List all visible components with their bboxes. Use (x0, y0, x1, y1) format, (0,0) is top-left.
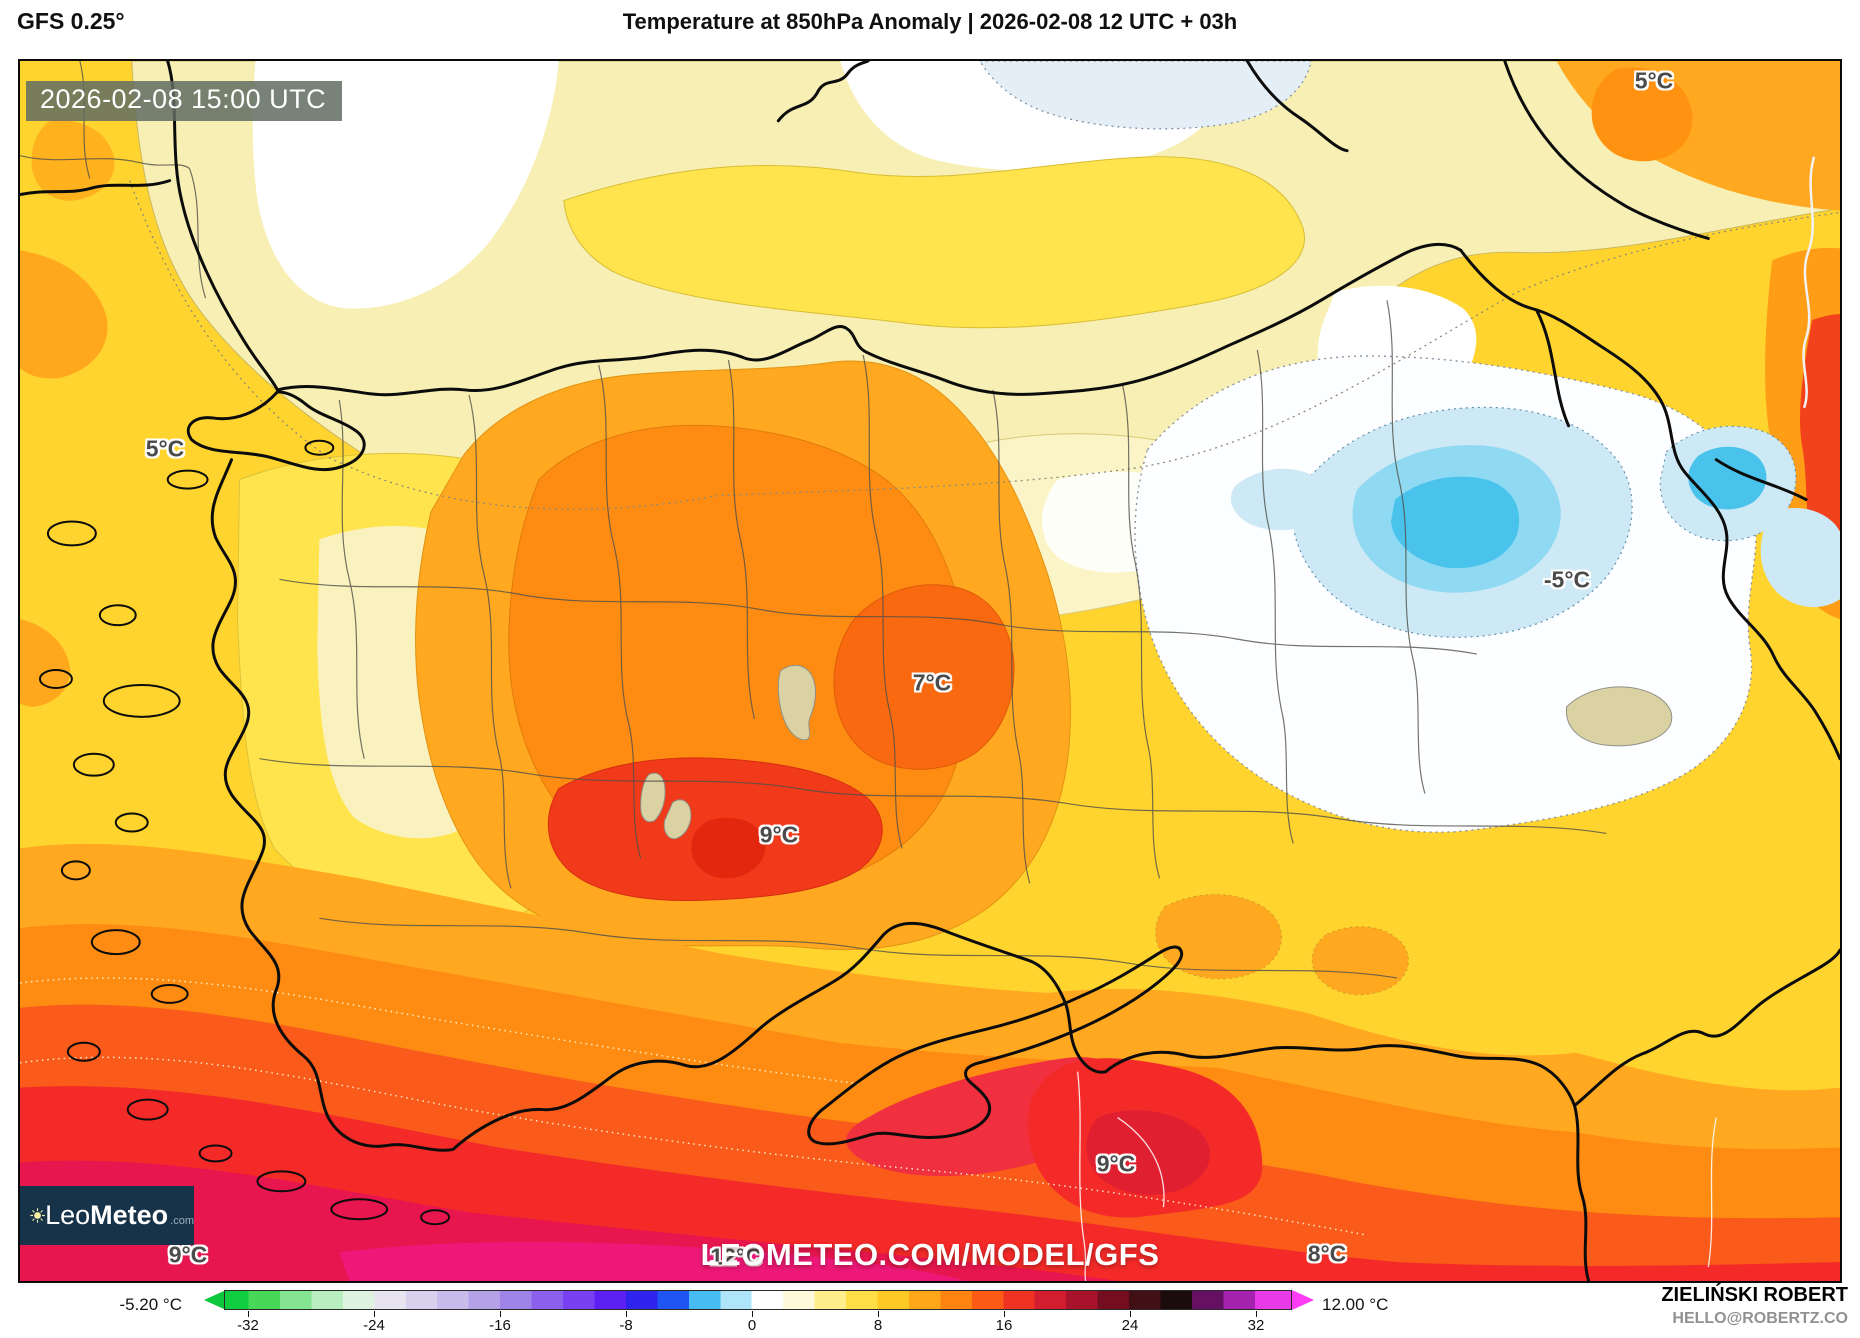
colorbar-tick-mark (1004, 1311, 1005, 1317)
colorbar-tick-mark (248, 1311, 249, 1317)
colorbar-tick-label: -24 (363, 1317, 385, 1334)
credit-name: ZIELIŃSKI ROBERT (1661, 1284, 1848, 1306)
credit-email: HELLO@ROBERTZ.CO (1672, 1310, 1848, 1327)
colorbar-right-arrow (1292, 1290, 1314, 1310)
colorbar-tick-label: 32 (1247, 1317, 1265, 1334)
colorbar-tick-label: -32 (237, 1317, 259, 1334)
colorbar-min-label: -5.20 °C (119, 1295, 182, 1314)
colorbar-tick-mark (1256, 1311, 1257, 1317)
colorbar-tick-mark (1130, 1311, 1131, 1317)
colorbar-tick-mark (626, 1311, 627, 1317)
anomaly-field-graphic (20, 61, 1840, 1281)
model-label: GFS 0.25° (17, 8, 125, 34)
colorbar-body (224, 1290, 1292, 1310)
anomaly-map: 2026-02-08 15:00 UTC 5°C 5°C 7°C 9°C -5°C 9°C… (18, 59, 1842, 1283)
colorbar-tick-label: -16 (489, 1317, 511, 1334)
colorbar-tick-mark (752, 1311, 753, 1317)
colorbar: -32 -24 -16 -8 0 8 16 24 32 (204, 1290, 1314, 1336)
colorbar-tick-label: -8 (619, 1317, 633, 1334)
colorbar-tick-mark (878, 1311, 879, 1317)
colorbar-tick-label: 0 (747, 1317, 757, 1334)
colorbar-tick-label: 24 (1121, 1317, 1139, 1334)
colorbar-tick-label: 8 (873, 1317, 883, 1334)
colorbar-max-label: 12.00 °C (1322, 1295, 1389, 1314)
colorbar-left-arrow (204, 1290, 226, 1310)
page-title: Temperature at 850hPa Anomaly | 2026-02-… (622, 9, 1238, 34)
colorbar-tick-mark (500, 1311, 501, 1317)
colorbar-tick-mark (374, 1311, 375, 1317)
colorbar-tick-label: 16 (995, 1317, 1013, 1334)
